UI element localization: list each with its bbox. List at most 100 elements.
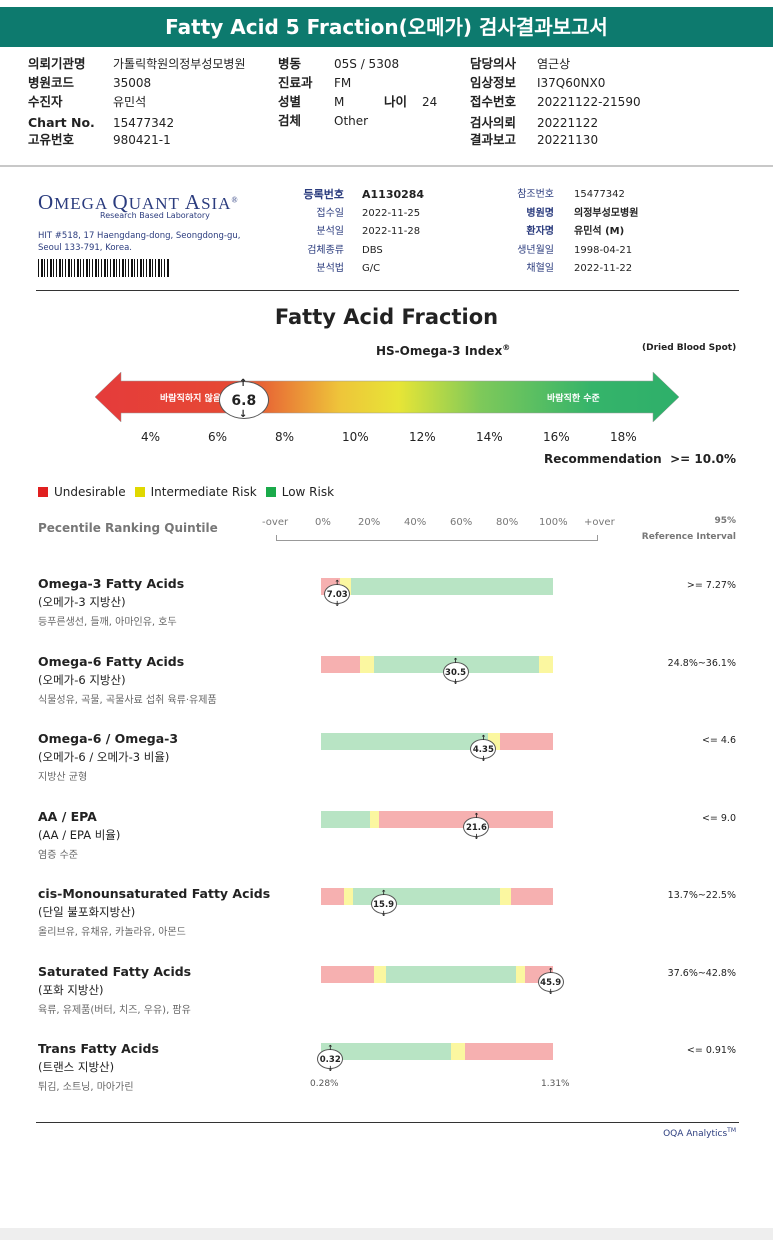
range-segment: [385, 965, 516, 983]
range-bar: [321, 578, 553, 595]
section-title: Fatty Acid Fraction: [274, 305, 499, 329]
gauge-undesirable-label: 바람직하지 않음: [160, 394, 222, 404]
gauge-tick-label: 12%: [409, 430, 436, 444]
row-subtitle: (트랜스 지방산): [38, 1060, 115, 1074]
row-subtitle: (포화 지방산): [38, 982, 104, 997]
gauge-tick-label: 4%: [141, 430, 161, 444]
gauge-tick-label: 10%: [342, 430, 369, 444]
legend-label: Low Risk: [281, 485, 335, 499]
range-segment: [321, 965, 375, 983]
range-segment: [374, 965, 386, 983]
legend-label: Undesirable: [54, 485, 126, 499]
result-marker: 0.32: [317, 1044, 344, 1073]
reference-value: 37.6%~42.8%: [667, 967, 736, 979]
scale-label: 100%: [539, 517, 568, 528]
range-segment: [321, 810, 370, 828]
range-bar: [321, 810, 553, 828]
gauge-tick-label: 16%: [543, 430, 570, 444]
gauge-tick-label: 8%: [275, 430, 295, 444]
section-divider: [36, 290, 739, 291]
row-title: Trans Fatty Acids: [38, 1041, 159, 1056]
field-value: 20221122: [537, 116, 599, 130]
range-segment: [515, 965, 526, 983]
row-note: 튀김, 소트닝, 마아가린: [38, 1082, 134, 1093]
row-subtitle: (AA / EPA 비율): [38, 827, 121, 842]
meta-value: 15477342: [574, 189, 625, 200]
field-value: 980421-1: [113, 133, 171, 147]
field-value: 15477342: [113, 116, 175, 130]
field-label: 검체: [278, 113, 302, 128]
meta-label: 참조번호: [517, 189, 554, 200]
scale-label: 60%: [450, 517, 473, 528]
range-bar: [321, 733, 553, 750]
reference-value: <= 4.6: [701, 735, 736, 746]
reference-value: 13.7%~22.5%: [667, 890, 736, 901]
field-label: Chart No.: [28, 115, 95, 130]
recommendation: Recommendation >= 10.0%: [543, 452, 736, 466]
field-label: 성별: [278, 94, 302, 109]
row-subtitle: (오메가-6 / 오메가-3 비율): [38, 750, 170, 764]
footer-divider: [36, 1122, 739, 1123]
field-label: 검사의뢰: [470, 115, 517, 130]
field-label: 고유번호: [28, 132, 75, 147]
row-title: cis-Monounsaturated Fatty Acids: [38, 886, 271, 901]
barcode: [38, 259, 170, 277]
reference-value: <= 0.91%: [686, 1045, 736, 1056]
header-divider: [0, 165, 773, 167]
legend-item: Undesirable: [38, 485, 126, 499]
field-value: FM: [334, 76, 352, 90]
gauge-down-arrow-icon: ↓: [239, 409, 248, 420]
report-title: Fatty Acid 5 Fraction(오메가) 검사결과보고서: [0, 7, 773, 47]
field-value: 염근상: [537, 57, 571, 71]
range-segment: [450, 1043, 465, 1060]
row-title: Omega-3 Fatty Acids: [38, 576, 185, 591]
range-bar: [321, 1043, 553, 1060]
range-segment: [344, 888, 354, 905]
field-label: 담당의사: [470, 56, 517, 71]
lab-tagline: Research Based Laboratory: [100, 211, 210, 220]
legend-swatch: [134, 487, 145, 497]
scale-label: 20%: [358, 517, 381, 528]
row-title: Omega-6 Fatty Acids: [38, 653, 185, 669]
meta-label: 접수일: [316, 208, 344, 219]
field-label: 수진자: [28, 94, 63, 109]
field-label: 접수번호: [470, 94, 517, 109]
range-segment: [321, 655, 361, 673]
reference-value: <= 9.0: [701, 812, 736, 824]
field-value: 35008: [113, 76, 152, 90]
scale-label: 80%: [496, 517, 519, 528]
meta-value: 2022-11-28: [362, 226, 421, 237]
gauge-value-marker: 6.8: [218, 381, 269, 419]
result-marker: 30.5: [442, 657, 469, 686]
range-bar: [321, 888, 553, 905]
range-segment: [539, 655, 553, 673]
range-bar: [321, 655, 553, 673]
row-note: 올리브유, 유채유, 카놀라유, 아몬드: [38, 927, 186, 938]
scale-label: 40%: [404, 517, 427, 528]
row-subtitle: (단일 불포화지방산): [38, 905, 136, 919]
meta-value: 2022-11-25: [362, 208, 421, 219]
result-marker: 4.35: [470, 734, 497, 763]
gauge-desirable-label: 바람직한 수준: [547, 394, 600, 404]
field-value: 05S / 5308: [334, 57, 400, 71]
range-segment: [499, 733, 553, 750]
range-segment: [369, 810, 379, 828]
field-value: 유민석: [113, 95, 147, 109]
result-marker: 21.6: [463, 812, 490, 841]
row-note: 육류, 유제품(버터, 치즈, 우유), 팜유: [38, 1004, 191, 1016]
field-label: 병동: [278, 56, 302, 71]
field-label: 병원코드: [28, 75, 75, 90]
meta-label: 검체종류: [307, 245, 344, 256]
row-subtitle: (오메가-3 지방산): [38, 595, 126, 609]
reference-value: >= 7.27%: [686, 580, 736, 591]
range-segment: [360, 655, 375, 673]
meta-label: 분석일: [316, 226, 344, 237]
result-marker: 7.03: [324, 579, 351, 608]
range-segment: [511, 888, 553, 905]
result-marker: 15.9: [370, 889, 397, 918]
field-value: 20221122-21590: [537, 95, 641, 109]
field-value: 가톨릭학원의정부성모병원: [113, 57, 246, 71]
scale-label: 0%: [315, 517, 331, 528]
scale-label: -over: [262, 517, 289, 528]
meta-label: 등록번호: [303, 188, 344, 201]
